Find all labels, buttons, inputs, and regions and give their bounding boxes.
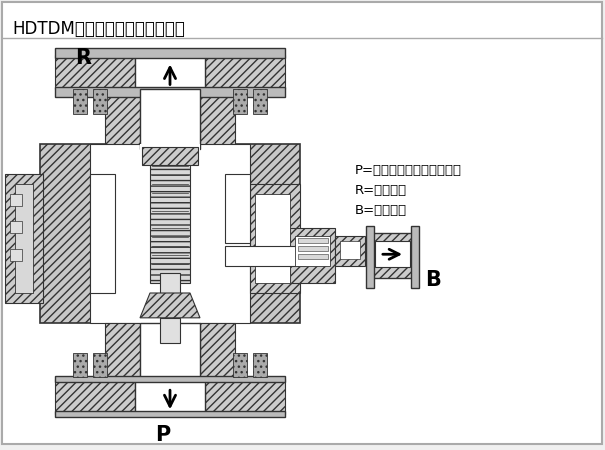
- Bar: [340, 241, 360, 259]
- Text: B: B: [425, 270, 441, 290]
- Bar: [10, 249, 22, 261]
- Bar: [73, 353, 87, 378]
- Bar: [73, 90, 87, 114]
- Text: P=阀门入口（接泵的出口）: P=阀门入口（接泵的出口）: [355, 164, 462, 177]
- Bar: [140, 144, 200, 323]
- Text: R: R: [75, 48, 91, 68]
- Bar: [105, 90, 140, 149]
- Bar: [250, 184, 300, 293]
- Bar: [55, 376, 285, 382]
- Bar: [140, 90, 200, 149]
- Bar: [140, 323, 200, 382]
- Bar: [150, 154, 190, 283]
- Bar: [225, 246, 305, 266]
- Bar: [55, 87, 285, 97]
- Bar: [105, 323, 140, 382]
- Polygon shape: [140, 293, 200, 318]
- Bar: [142, 147, 198, 165]
- Bar: [55, 54, 135, 90]
- Text: R=阀门出口: R=阀门出口: [355, 184, 407, 197]
- Bar: [55, 411, 285, 417]
- Bar: [200, 90, 235, 149]
- Bar: [55, 48, 285, 58]
- Bar: [253, 353, 267, 378]
- Bar: [135, 379, 205, 414]
- Bar: [233, 90, 247, 114]
- Text: P: P: [155, 425, 170, 445]
- Bar: [233, 353, 247, 378]
- Bar: [253, 90, 267, 114]
- Bar: [200, 323, 235, 382]
- Bar: [15, 184, 33, 293]
- Bar: [366, 226, 374, 288]
- Bar: [93, 90, 107, 114]
- Bar: [295, 236, 330, 266]
- Bar: [40, 144, 300, 323]
- Text: HDTDM自动再循环阀示图如下：: HDTDM自动再循环阀示图如下：: [12, 20, 185, 38]
- Bar: [205, 54, 285, 90]
- Bar: [160, 273, 180, 318]
- Bar: [55, 379, 135, 414]
- Bar: [90, 144, 250, 323]
- Bar: [298, 238, 328, 243]
- Bar: [255, 194, 290, 283]
- Bar: [160, 318, 180, 342]
- Bar: [90, 174, 115, 293]
- Bar: [225, 174, 250, 243]
- Bar: [290, 229, 335, 283]
- Bar: [205, 379, 285, 414]
- Bar: [10, 194, 22, 206]
- Bar: [93, 353, 107, 378]
- Bar: [5, 174, 43, 303]
- Bar: [135, 54, 205, 90]
- Bar: [298, 246, 328, 251]
- Bar: [335, 236, 365, 266]
- Bar: [10, 221, 22, 234]
- Bar: [370, 234, 415, 278]
- Bar: [411, 226, 419, 288]
- Bar: [298, 254, 328, 259]
- Text: B=旁路出口: B=旁路出口: [355, 203, 407, 216]
- Bar: [375, 241, 410, 267]
